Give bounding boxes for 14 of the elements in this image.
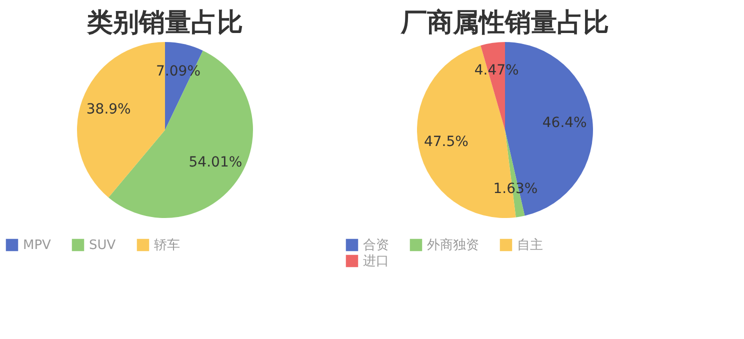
legend-label: MPV	[23, 238, 52, 253]
data-label: 38.9%	[86, 102, 131, 118]
legend-label: SUV	[89, 238, 116, 253]
chart-title: 厂商属性销量占比	[400, 8, 609, 38]
chart-title: 类别销量占比	[86, 8, 243, 38]
data-label: 47.5%	[424, 134, 468, 150]
legend-label: 轿车	[154, 238, 180, 253]
legend-label: 合资	[363, 238, 389, 253]
data-label: 46.4%	[542, 115, 587, 132]
data-label: 54.01%	[188, 154, 242, 170]
data-label: 1.63%	[493, 181, 538, 198]
legend-label: 外商独资	[427, 238, 479, 253]
legend-label: 进口	[363, 254, 389, 269]
legend-label: 自主	[517, 237, 543, 253]
